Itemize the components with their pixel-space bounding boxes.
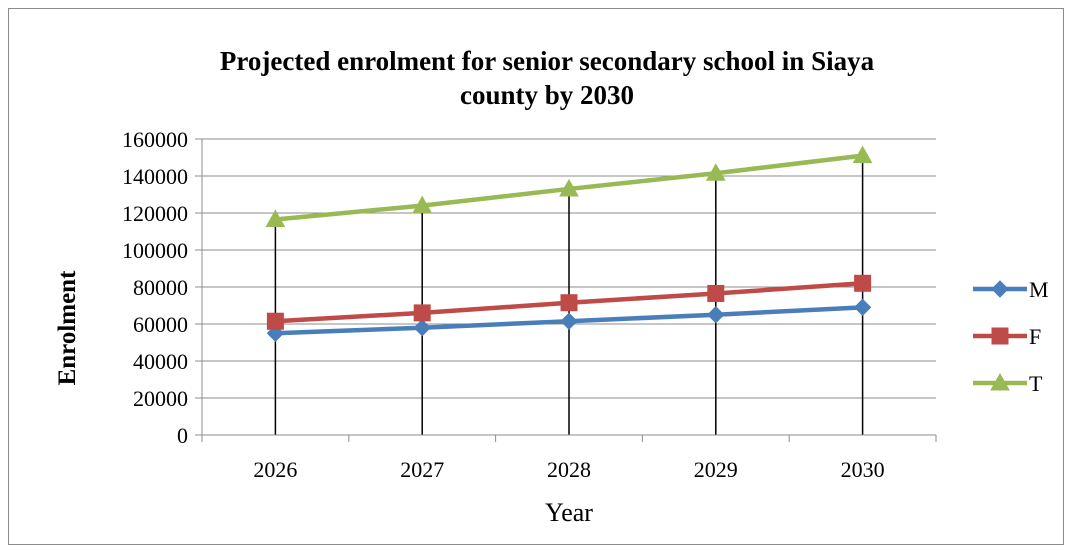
data-point-M <box>707 306 725 324</box>
data-point-F <box>413 304 431 322</box>
y-tick-label: 60000 <box>133 312 188 337</box>
data-point-M <box>560 312 578 330</box>
chart-title-line-2: county by 2030 <box>460 80 634 110</box>
y-tick-label: 120000 <box>122 201 188 226</box>
series-T <box>265 145 873 227</box>
y-tick-label: 40000 <box>133 349 188 374</box>
x-tick-label: 2030 <box>841 457 885 482</box>
data-point-M <box>413 318 431 337</box>
data-point-F <box>266 312 284 330</box>
y-tick-label: 140000 <box>122 164 188 189</box>
data-point-F <box>560 294 578 312</box>
y-tick-label: 100000 <box>122 238 188 263</box>
series-group <box>265 145 873 342</box>
legend-marker-M <box>991 280 1009 298</box>
legend-label: F <box>1029 324 1041 349</box>
x-tick-label: 2026 <box>253 457 297 482</box>
y-tick-label: 160000 <box>122 127 188 152</box>
y-tick-label: 80000 <box>133 275 188 300</box>
chart-title-line-1: Projected enrolment for senior secondary… <box>220 46 875 76</box>
series-F <box>266 274 872 330</box>
data-point-F <box>854 274 872 292</box>
data-point-T <box>705 163 726 181</box>
legend: MFT <box>973 277 1049 396</box>
legend-marker-T <box>990 372 1010 391</box>
x-axis-title: Year <box>545 498 593 527</box>
x-tick-labels: 2026 2027 2028 2029 2030 <box>253 457 884 482</box>
x-tick-label: 2029 <box>694 457 738 482</box>
legend-label: T <box>1029 371 1043 396</box>
y-tick-label: 20000 <box>133 386 188 411</box>
data-point-T <box>559 178 579 197</box>
data-point-T <box>852 145 873 164</box>
y-axis-title: Enrolment <box>54 270 81 385</box>
data-point-T <box>412 195 433 214</box>
data-point-T <box>265 209 286 227</box>
legend-item-F: F <box>973 324 1041 349</box>
x-tick-label: 2027 <box>400 457 444 482</box>
line-chart: Projected enrolment for senior secondary… <box>54 46 1049 527</box>
chart-frame: Projected enrolment for senior secondary… <box>8 8 1064 545</box>
data-point-M <box>853 298 872 317</box>
legend-item-M: M <box>973 277 1049 302</box>
axes <box>195 138 937 442</box>
y-tick-labels: 0 20000 40000 60000 80000 100000 120000 140000 1… <box>122 127 188 448</box>
series-M <box>266 298 872 342</box>
legend-label: M <box>1029 277 1049 302</box>
legend-marker-F <box>991 327 1009 345</box>
legend-item-T: T <box>973 371 1043 396</box>
x-tick-label: 2028 <box>547 457 591 482</box>
data-point-F <box>707 284 725 302</box>
y-tick-label: 0 <box>177 423 188 448</box>
